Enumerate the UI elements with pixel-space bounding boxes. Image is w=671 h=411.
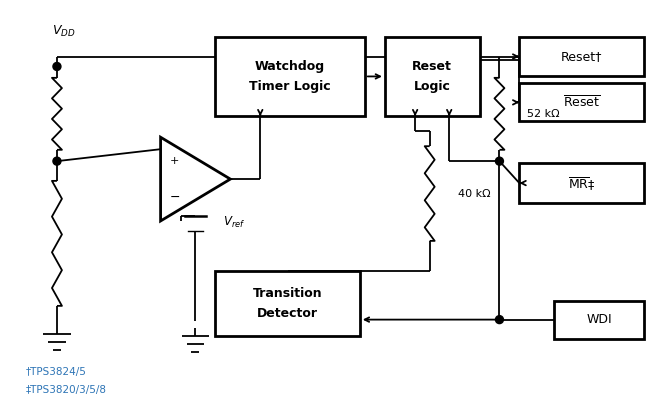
Text: 40 kΩ: 40 kΩ [458,189,491,199]
Text: Detector: Detector [257,307,318,320]
Circle shape [495,157,503,165]
Text: Timer Logic: Timer Logic [250,80,331,93]
Text: Transition: Transition [253,287,323,300]
Bar [519,37,644,76]
Bar [519,83,644,121]
Circle shape [53,62,61,70]
Bar [215,271,360,335]
Text: ‡TPS3820/3/5/8: ‡TPS3820/3/5/8 [26,386,107,395]
Text: $V_{ref}$: $V_{ref}$ [223,215,246,231]
Polygon shape [160,137,230,221]
Text: Watchdog: Watchdog [255,60,325,73]
Circle shape [53,157,61,165]
Text: Reset†: Reset† [561,50,603,63]
Bar [554,301,644,339]
Bar [519,163,644,203]
Text: †TPS3824/5: †TPS3824/5 [26,367,87,377]
Text: $V_{DD}$: $V_{DD}$ [52,23,76,39]
Circle shape [495,316,503,323]
Text: Reset: Reset [412,60,452,73]
Bar [215,37,365,116]
Text: −: − [169,191,180,203]
Text: WDI: WDI [586,313,612,326]
Text: $\overline{\rm Reset}$: $\overline{\rm Reset}$ [563,95,601,110]
Text: 52 kΩ: 52 kΩ [527,109,560,119]
Text: +: + [170,156,179,166]
Text: $\overline{\rm MR}$‡: $\overline{\rm MR}$‡ [568,175,595,192]
Bar [385,37,480,116]
Text: Logic: Logic [414,80,451,93]
